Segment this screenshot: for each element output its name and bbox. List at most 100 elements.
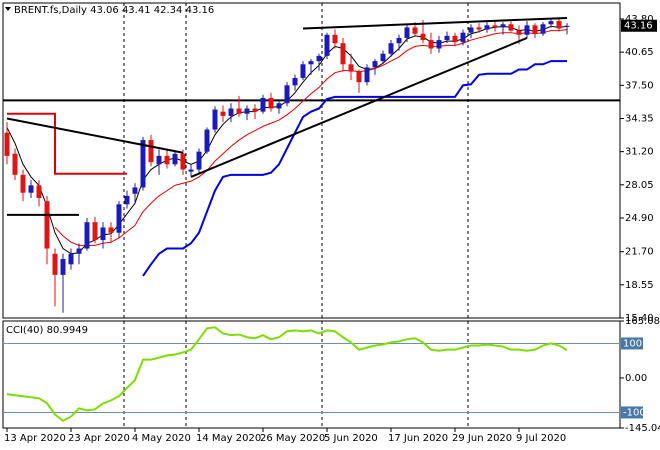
trendline (6, 117, 184, 154)
candle-body (12, 153, 18, 175)
y-tick-label: -145.0494 (625, 423, 660, 434)
candle-body (324, 34, 330, 56)
indicator-line (54, 29, 568, 246)
candle-body (484, 25, 490, 30)
candle-body (460, 32, 466, 43)
candle-body (140, 140, 146, 188)
candle-body (532, 25, 538, 34)
candle-body (164, 155, 170, 165)
candle-body (380, 53, 386, 62)
candle-body (396, 37, 402, 44)
price-label: 43.16 (624, 21, 653, 32)
cci-line (6, 326, 568, 422)
candle-body (564, 25, 570, 27)
candle-body (300, 64, 306, 78)
header-close: 43.16 (186, 5, 215, 16)
header-open: 43.06 (90, 5, 119, 16)
candle-body (228, 108, 234, 116)
candle-body (516, 30, 522, 35)
level-label: 100 (623, 338, 642, 349)
main-panel-frame (2, 2, 621, 319)
x-tick-label: 13 Apr 2020 (4, 433, 66, 444)
candle-body (292, 77, 298, 86)
y-tick-label: 21.70 (625, 247, 654, 258)
cci-header: CCI(40) 80.9949 (6, 325, 88, 336)
x-tick-label: 5 Jun 2020 (324, 433, 378, 444)
header-icon (5, 7, 11, 11)
cci-panel-frame (2, 320, 621, 429)
candle-body (372, 61, 378, 68)
x-tick-label: 9 Jul 2020 (516, 433, 566, 444)
x-tick-label: 4 May 2020 (132, 433, 191, 444)
candle-body (508, 24, 514, 31)
header-low: 42.34 (154, 5, 183, 16)
level-label: -100 (623, 407, 646, 418)
candle-body (348, 64, 354, 72)
candle-body (452, 35, 458, 43)
candle-body (28, 185, 34, 193)
candle-body (4, 132, 10, 156)
candle-body (68, 253, 74, 265)
candle-body (76, 248, 82, 254)
candle-body (188, 169, 194, 172)
candle-body (268, 97, 274, 109)
level-label-box (621, 337, 643, 350)
candle-body (84, 222, 90, 249)
y-tick-label: 34.35 (625, 113, 654, 124)
candle-body (172, 153, 178, 165)
candle-body (436, 40, 442, 49)
candle-body (476, 27, 482, 30)
period-separators (123, 3, 469, 428)
candle-body (332, 34, 338, 44)
trendline (302, 16, 568, 30)
candle-body (124, 195, 130, 205)
header-high: 43.41 (122, 5, 151, 16)
x-tick-label: 29 Jun 2020 (452, 433, 512, 444)
x-tick-label: 23 Apr 2020 (68, 433, 130, 444)
y-tick-label: 28.05 (625, 180, 654, 191)
x-tick-label: 14 May 2020 (196, 433, 261, 444)
candle-body (148, 140, 154, 163)
indicator-line (7, 112, 127, 175)
candle-body (420, 33, 426, 41)
candle-body (428, 40, 434, 49)
y-tick-label: 24.90 (625, 213, 654, 224)
trendline (190, 37, 528, 178)
candle-body (444, 35, 450, 41)
y-tick-label: 37.50 (625, 80, 654, 91)
candle-body (44, 201, 50, 249)
candle-body (196, 151, 202, 170)
indicator-line (142, 60, 567, 277)
candle-body (180, 153, 186, 170)
candle-body (20, 174, 26, 193)
price-box (621, 19, 657, 32)
candle-body (156, 155, 162, 165)
symbol-title: BRENT.fs,Daily (14, 5, 87, 16)
candle-body (116, 204, 122, 233)
candle-body (244, 108, 250, 114)
y-tick-label: 40.65 (625, 47, 654, 58)
cci-value: 80.9949 (47, 325, 88, 336)
y-tick-label: 31.20 (625, 147, 654, 158)
candle-body (364, 67, 370, 83)
cci-title: CCI(40) (6, 325, 44, 336)
candle-body (492, 25, 498, 28)
y-tick-label: 0.00 (625, 373, 647, 384)
candle-body (204, 129, 210, 152)
candle-body (132, 187, 138, 194)
candle-body (308, 61, 314, 65)
candle-body (340, 43, 346, 65)
candle-body (412, 27, 418, 34)
candle-body (36, 185, 42, 198)
y-tick-label: 18.55 (625, 280, 654, 291)
candle-body (108, 227, 114, 233)
candle-body (212, 109, 218, 130)
x-tick-label: 17 Jun 2020 (388, 433, 448, 444)
level-label-box (621, 406, 643, 419)
candle-body (548, 21, 554, 25)
candle-body (92, 222, 98, 241)
candle-body (284, 85, 290, 104)
candle-body (556, 21, 562, 29)
